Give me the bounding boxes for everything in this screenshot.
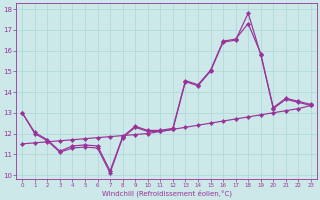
X-axis label: Windchill (Refroidissement éolien,°C): Windchill (Refroidissement éolien,°C) [101, 190, 232, 197]
